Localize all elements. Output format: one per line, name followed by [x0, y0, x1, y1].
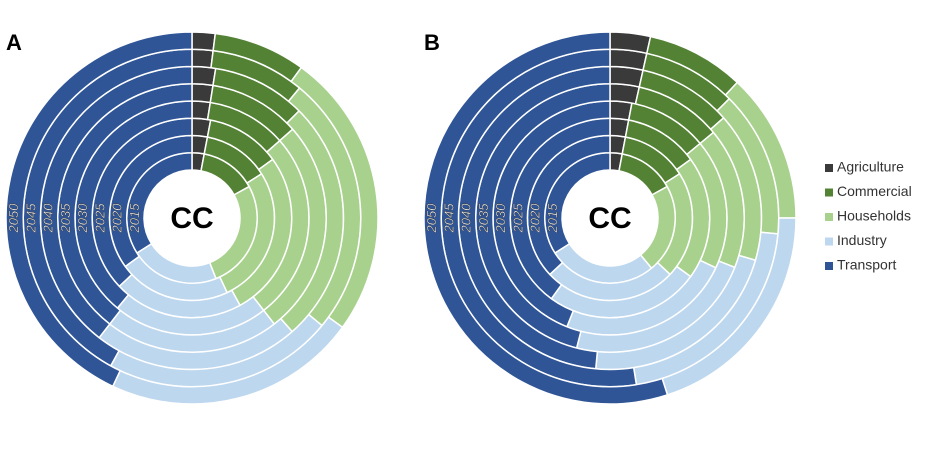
- ring-year-label: 2020: [528, 203, 543, 234]
- ring-year-label: 2040: [459, 203, 474, 234]
- ring-year-label: 2025: [510, 203, 525, 234]
- legend-swatch: [825, 164, 833, 172]
- ring-segment: [191, 48, 214, 69]
- ring-year-label: 2030: [493, 203, 508, 234]
- ring-year-label: 2020: [110, 203, 125, 234]
- ring-year-label: 2030: [75, 203, 90, 234]
- ring-year-label: 2040: [41, 203, 56, 234]
- legend-label: Transport: [837, 257, 897, 273]
- ring-segment: [423, 31, 669, 405]
- ring-segment: [191, 82, 214, 104]
- ring-year-label: 2035: [476, 203, 491, 234]
- ring-year-label: 2015: [127, 203, 142, 234]
- legend-label: Commercial: [837, 183, 912, 199]
- ring-year-label: 2045: [441, 203, 456, 234]
- ring-year-label: 2045: [23, 203, 38, 234]
- ring-segment: [191, 65, 217, 87]
- ring-segment: [5, 31, 193, 388]
- legend-label: Industry: [837, 232, 887, 248]
- legend-label: Households: [837, 208, 911, 224]
- ring-year-label: 2050: [424, 203, 439, 234]
- legend-swatch: [825, 262, 833, 270]
- panel-label: B: [424, 30, 440, 55]
- ring-year-label: 2025: [92, 203, 107, 234]
- center-label: CC: [170, 202, 213, 235]
- ring-year-label: 2035: [58, 203, 73, 234]
- panel-label: A: [6, 30, 22, 55]
- legend-swatch: [825, 237, 833, 246]
- legend-swatch: [825, 188, 833, 197]
- legend-swatch: [825, 213, 833, 221]
- legend-label: Agriculture: [837, 159, 904, 175]
- ring-segment: [191, 31, 217, 52]
- ring-year-label: 2015: [545, 203, 560, 234]
- ring-year-label: 2050: [6, 203, 21, 234]
- center-label: CC: [588, 202, 631, 235]
